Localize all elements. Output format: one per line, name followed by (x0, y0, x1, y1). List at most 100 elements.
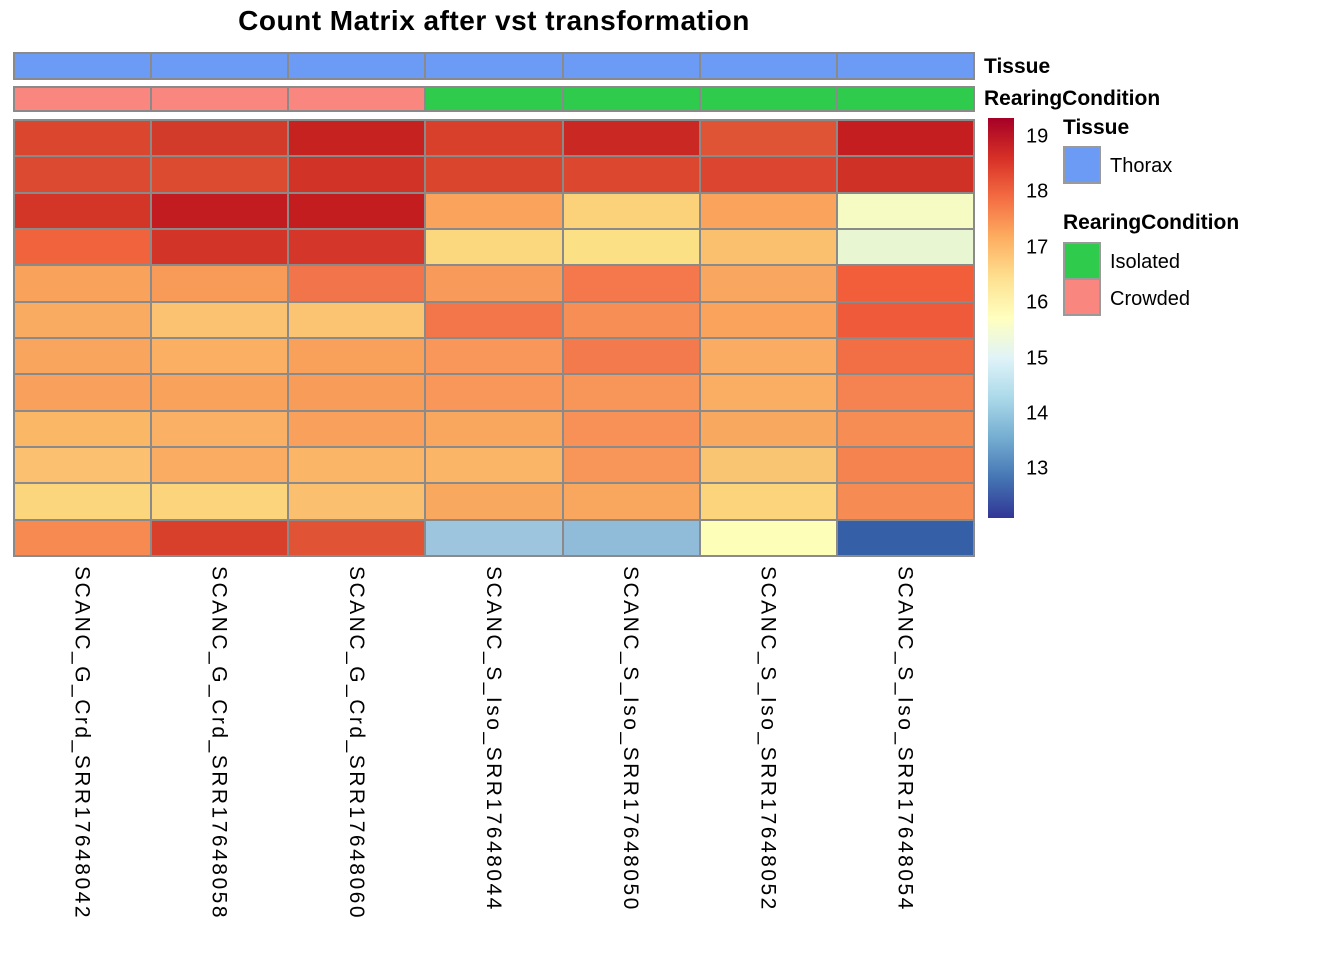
heatmap-cell-r3-c1 (15, 193, 151, 228)
heatmap-cell-r12-c2 (152, 520, 288, 555)
heatmap-cell-r12-c4 (426, 520, 562, 555)
heatmap-cell-r1-c5 (563, 121, 699, 156)
heatmap-cell-r8-c2 (152, 375, 288, 410)
heatmap-cell-r11-c2 (152, 484, 288, 519)
heatmap-cell-r7-c7 (837, 338, 973, 374)
heatmap-cell-r11-c4 (426, 484, 562, 519)
heatmap-cell-r9-c5 (563, 411, 699, 446)
heatmap-cell-r6-c3 (289, 302, 425, 337)
heatmap-cell-r2-c2 (152, 157, 288, 192)
heatmap-cell-r9-c2 (152, 411, 288, 446)
heatmap-cell-r5-c5 (563, 266, 699, 301)
column-label-6: SCANC_S_Iso_SRR17648052 (756, 566, 780, 912)
heatmap-cell-r9-c4 (426, 411, 562, 446)
annotation-bar-tissue (13, 52, 975, 80)
heatmap-cell-r2-c4 (426, 157, 562, 192)
annotation-cell-isolated-c5 (563, 88, 699, 110)
annotation-bar-label-rearingcondition: RearingCondition (984, 87, 1161, 110)
colorbar-tick-15: 15 (1026, 347, 1049, 370)
annotation-cell-thorax-c3 (289, 54, 425, 78)
heatmap-cell-r8-c6 (700, 375, 836, 410)
heatmap-cell-r1-c1 (15, 121, 151, 156)
heatmap-cell-r7-c3 (289, 338, 425, 374)
heatmap-cell-r1-c7 (837, 121, 973, 156)
heatmap-cell-r4-c4 (426, 229, 562, 265)
heatmap-cell-r3-c3 (289, 193, 425, 228)
annotation-bar-rearingcondition (13, 86, 975, 112)
heatmap-cell-r12-c5 (563, 520, 699, 555)
heatmap-cell-r5-c2 (152, 266, 288, 301)
heatmap-cell-r8-c3 (289, 375, 425, 410)
heatmap-cell-r2-c1 (15, 157, 151, 192)
legend-label-crowded: Crowded (1110, 288, 1191, 310)
colorbar-tick-13: 13 (1026, 457, 1049, 480)
heatmap-cell-r10-c6 (700, 447, 836, 483)
heatmap-cell-r7-c1 (15, 338, 151, 374)
heatmap-cell-r8-c5 (563, 375, 699, 410)
heatmap-cell-r10-c1 (15, 447, 151, 483)
heatmap-cell-r5-c6 (700, 266, 836, 301)
annotation-cell-crowded-c3 (289, 88, 425, 110)
heatmap-cell-r3-c5 (563, 193, 699, 228)
column-label-7: SCANC_S_Iso_SRR17648054 (893, 566, 917, 912)
heatmap-cell-r10-c2 (152, 447, 288, 483)
heatmap-cell-r7-c2 (152, 338, 288, 374)
heatmap-cell-r5-c3 (289, 266, 425, 301)
colorbar-tick-19: 19 (1026, 125, 1049, 148)
heatmap-cell-r12-c1 (15, 520, 151, 555)
heatmap-cell-r4-c1 (15, 229, 151, 265)
legend-title-tissue: Tissue (1063, 116, 1130, 139)
heatmap-cell-r10-c4 (426, 447, 562, 483)
annotation-cell-thorax-c1 (15, 54, 151, 78)
heatmap-cell-r11-c6 (700, 484, 836, 519)
heatmap-cell-r11-c7 (837, 484, 973, 519)
heatmap-cell-r1-c2 (152, 121, 288, 156)
heatmap-cell-r1-c6 (700, 121, 836, 156)
heatmap-cell-r2-c5 (563, 157, 699, 192)
colorbar-gradient (988, 118, 1014, 518)
column-label-4: SCANC_S_Iso_SRR17648044 (482, 566, 506, 912)
heatmap-cell-r7-c6 (700, 338, 836, 374)
annotation-cell-crowded-c2 (152, 88, 288, 110)
column-label-2: SCANC_G_Crd_SRR17648058 (207, 566, 231, 920)
heatmap-cell-r6-c2 (152, 302, 288, 337)
column-label-5: SCANC_S_Iso_SRR17648050 (619, 566, 643, 912)
annotation-cell-thorax-c4 (426, 54, 562, 78)
legend-swatch-thorax (1063, 146, 1101, 184)
heatmap-cell-r7-c5 (563, 338, 699, 374)
annotation-cell-thorax-c7 (837, 54, 973, 78)
colorbar-tick-17: 17 (1026, 236, 1049, 259)
heatmap-cell-r12-c6 (700, 520, 836, 555)
heatmap-cell-r12-c7 (837, 520, 973, 555)
annotation-cell-thorax-c5 (563, 54, 699, 78)
heatmap-cell-r4-c7 (837, 229, 973, 265)
heatmap-cell-r4-c5 (563, 229, 699, 265)
annotation-cell-isolated-c6 (700, 88, 836, 110)
heatmap-cell-r6-c4 (426, 302, 562, 337)
heatmap-grid (13, 119, 975, 557)
plot-title: Count Matrix after vst transformation (238, 5, 750, 36)
heatmap-cell-r6-c7 (837, 302, 973, 337)
heatmap-cell-r8-c1 (15, 375, 151, 410)
heatmap-cell-r4-c6 (700, 229, 836, 265)
heatmap-cell-r9-c3 (289, 411, 425, 446)
annotation-cell-isolated-c4 (426, 88, 562, 110)
legend-swatch-crowded (1063, 278, 1101, 316)
heatmap-cell-r5-c7 (837, 266, 973, 301)
heatmap-cell-r6-c5 (563, 302, 699, 337)
legend-swatch-isolated (1063, 242, 1101, 280)
heatmap-cell-r5-c1 (15, 266, 151, 301)
heatmap-cell-r2-c7 (837, 157, 973, 192)
heatmap-cell-r2-c3 (289, 157, 425, 192)
heatmap-cell-r10-c3 (289, 447, 425, 483)
heatmap-cell-r9-c1 (15, 411, 151, 446)
heatmap-cell-r1-c3 (289, 121, 425, 156)
annotation-cell-thorax-c6 (700, 54, 836, 78)
heatmap-cell-r1-c4 (426, 121, 562, 156)
column-label-3: SCANC_G_Crd_SRR17648060 (344, 566, 368, 920)
heatmap-cell-r11-c5 (563, 484, 699, 519)
column-label-1: SCANC_G_Crd_SRR17648042 (70, 566, 94, 920)
colorbar-tick-18: 18 (1026, 180, 1049, 203)
annotation-cell-isolated-c7 (837, 88, 973, 110)
